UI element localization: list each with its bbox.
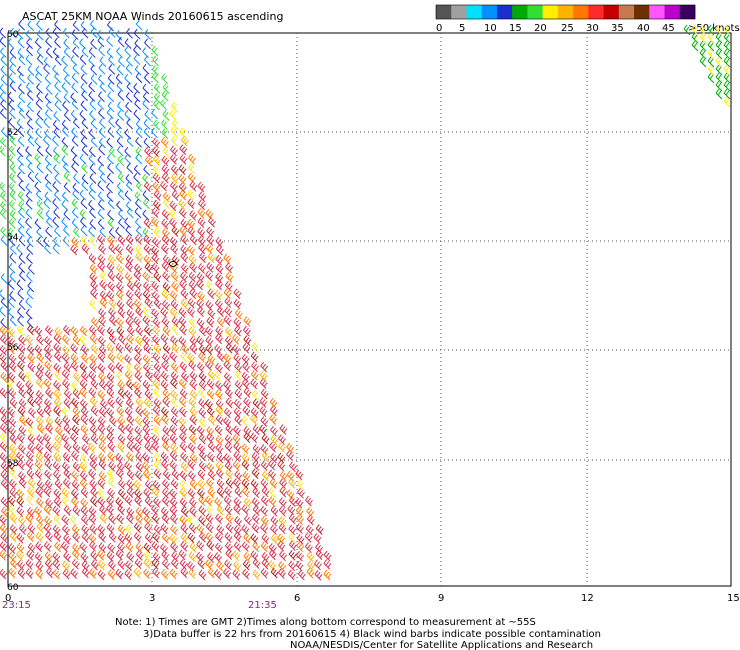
legend-swatch: [496, 5, 513, 19]
legend-tick-label: 40: [637, 23, 650, 34]
note-line-3: NOAA/NESDIS/Center for Satellite Applica…: [290, 640, 593, 650]
legend-swatch: [618, 5, 635, 19]
legend-swatch: [664, 5, 681, 19]
time-label-start: 23:15: [2, 600, 31, 611]
legend-tick-label: 30: [586, 23, 599, 34]
lat-label: 54: [7, 233, 19, 243]
lon-label: 12: [581, 593, 594, 604]
legend-swatch: [542, 5, 559, 19]
legend-swatch: [512, 5, 528, 19]
legend-swatch: [451, 5, 467, 19]
lon-label: 9: [438, 593, 444, 604]
legend-swatch: [588, 5, 604, 19]
legend-tick-label: 20: [534, 23, 547, 34]
legend-tick-label: 0: [436, 23, 442, 34]
map-frame: [7, 32, 732, 587]
lat-label: 56: [7, 343, 19, 353]
lat-lon-grid: [8, 33, 731, 586]
legend-swatch: [481, 5, 498, 19]
lon-label: 3: [149, 593, 155, 604]
note-line-1: Note: 1) Times are GMT 2)Times along bot…: [115, 617, 536, 628]
contamination-marker: [169, 261, 177, 267]
longitude-labels: 0 3 6 9 12 15: [5, 593, 740, 604]
legend-swatch: [527, 5, 543, 19]
wind-speed-legend: 0 5 10 15 20 25 30 35 40 45 >50 knots: [435, 4, 740, 34]
legend-swatch: [649, 5, 665, 19]
legend-tick-label: 35: [611, 23, 624, 34]
legend-swatch: [466, 5, 483, 19]
lat-label: 60: [7, 583, 19, 593]
lon-label: 6: [294, 593, 300, 604]
wind-barbs: [0, 19, 731, 581]
legend-border: [435, 4, 696, 20]
map-title: ASCAT 25KM NOAA Winds 20160615 ascending: [22, 10, 283, 23]
lon-label: 15: [727, 593, 740, 604]
legend-tick-label: 45: [662, 23, 675, 34]
legend-tick-label: >50 knots: [688, 23, 740, 34]
legend-swatch: [679, 5, 696, 19]
time-label-end: 21:35: [248, 600, 277, 611]
lat-label: 58: [7, 459, 19, 469]
latitude-labels: 50 52 54 56 58 60: [7, 30, 19, 593]
legend-swatch: [634, 5, 650, 19]
legend-tick-label: 25: [561, 23, 574, 34]
legend-swatch: [603, 5, 620, 19]
lat-label: 50: [7, 30, 19, 40]
legend-tick-label: 15: [509, 23, 522, 34]
lon-label: 0: [5, 593, 11, 604]
legend-tick-label: 5: [459, 23, 465, 34]
note-line-2: 3)Data buffer is 22 hrs from 20160615 4)…: [143, 629, 601, 640]
legend-tick-label: 10: [484, 23, 497, 34]
lat-label: 52: [7, 128, 18, 138]
legend-swatch: [557, 5, 574, 19]
legend-swatch: [436, 5, 452, 19]
legend-swatch: [573, 5, 589, 19]
